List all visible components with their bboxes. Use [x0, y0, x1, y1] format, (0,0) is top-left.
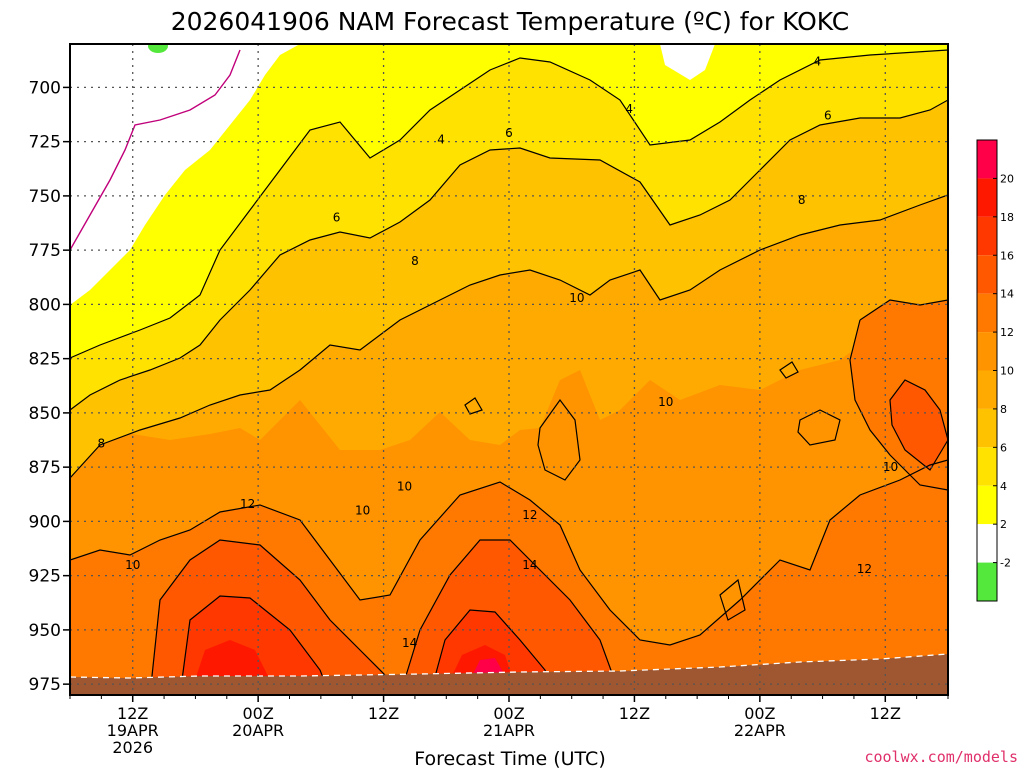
y-tick-label-875: 875 — [29, 458, 61, 478]
x-tick-label-5-0: 00Z — [744, 704, 775, 723]
y-tick-label-725: 725 — [29, 133, 61, 153]
contour-cell-e — [719, 578, 746, 621]
band-above-14-c — [890, 380, 948, 470]
x-tick-label-4-0: 12Z — [619, 704, 650, 723]
x-tick-label-5-1: 22APR — [734, 721, 786, 740]
contour-6 — [70, 99, 948, 411]
y-tick-label-800: 800 — [29, 295, 61, 315]
colorbar-swatch-12-14 — [977, 293, 997, 333]
colorbar-label-8: 4 — [1000, 480, 1007, 493]
contour-label-12: 10 — [569, 291, 584, 305]
colorbar-swatch--4--2 — [977, 562, 997, 601]
band-above-4 — [70, 44, 948, 358]
contour-label-17: 12 — [857, 562, 872, 576]
colorbar-swatch-18-20 — [977, 178, 997, 217]
x-tick-label-6-0: 12Z — [870, 704, 901, 723]
colorbar-swatch-2-4 — [977, 485, 997, 525]
x-tick-label-3-1: 21APR — [483, 721, 535, 740]
contour-label-3: 6 — [333, 211, 341, 225]
colorbar-label-9: 2 — [1000, 518, 1007, 531]
colorbar-swatch-14-16 — [977, 255, 997, 294]
y-axis: 700 725 750 775 800 825 850 875 900 925 950 975 — [29, 78, 70, 695]
x-tick-label-0-1: 19APR — [107, 721, 159, 740]
contour-label-16: 12 — [522, 508, 537, 522]
colorbar-swatch-6-8 — [977, 408, 997, 448]
contour-cell-c — [779, 361, 799, 379]
y-tick-label-825: 825 — [29, 350, 61, 370]
contour-cell-d — [464, 397, 483, 415]
contour-12-right — [849, 299, 948, 491]
contour-14-right — [889, 379, 948, 471]
x-axis-title: Forecast Time (UTC) — [414, 748, 605, 768]
contour-14-b — [429, 609, 556, 695]
credit-link[interactable]: coolwx.com/models — [864, 748, 1018, 766]
y-tick-label-850: 850 — [29, 404, 61, 424]
y-tick-label-950: 950 — [29, 621, 61, 641]
x-tick-label-0-0: 12Z — [117, 704, 148, 723]
contour-labels: 4 4 4 6 6 6 8 8 8 10 10 10 10 10 10 12 12 12 14 14 — [98, 54, 899, 650]
contour-label-8: 8 — [798, 193, 806, 207]
contour-label-13: 10 — [658, 395, 673, 409]
colorbar-label-4: 12 — [1000, 326, 1014, 339]
colorbar-label-2: 16 — [1000, 249, 1014, 262]
contour-label-10: 10 — [355, 504, 370, 518]
x-tick-label-3-0: 00Z — [493, 704, 524, 723]
colorbar-label-5: 10 — [1000, 365, 1014, 378]
band-white — [70, 44, 300, 305]
contour-4 — [70, 49, 948, 359]
temperature-field — [70, 44, 948, 695]
colorbar-swatch--2-2 — [977, 524, 997, 563]
colorbar-label-7: 6 — [1000, 441, 1007, 454]
colorbar: 20 18 16 14 12 10 8 6 4 2 -2 — [976, 139, 1014, 602]
colorbar-label-0: 20 — [1000, 172, 1014, 185]
y-tick-label-975: 975 — [29, 675, 61, 695]
contour-cell-b — [797, 409, 841, 446]
colorbar-swatch-20-22 — [977, 140, 997, 179]
band-white-right — [660, 44, 715, 80]
contour-label-7: 8 — [411, 254, 419, 268]
contour-label-0: 4 — [437, 132, 445, 146]
colorbar-label-6: 8 — [1000, 403, 1007, 416]
y-tick-label-750: 750 — [29, 187, 61, 207]
contour-8 — [70, 194, 948, 479]
contour-label-11: 10 — [397, 480, 412, 494]
contour-lines — [70, 49, 948, 695]
y-tick-label-925: 925 — [29, 567, 61, 587]
y-tick-label-900: 900 — [29, 512, 61, 532]
colorbar-swatch-4-6 — [977, 447, 997, 486]
contour-label-4: 6 — [505, 126, 513, 140]
contour-label-18: 14 — [522, 558, 537, 572]
x-tick-label-1-0: 00Z — [242, 704, 273, 723]
contour-12-b — [399, 539, 621, 695]
colorbar-swatch-10-12 — [977, 332, 997, 371]
y-tick-label-700: 700 — [29, 78, 61, 98]
colorbar-label-10: -2 — [1000, 557, 1011, 570]
contour-12-a — [149, 539, 401, 695]
contour-label-9: 10 — [125, 558, 140, 572]
contour-label-2: 4 — [814, 54, 822, 68]
x-tick-label-2-0: 12Z — [368, 704, 399, 723]
contour-minus2 — [70, 49, 241, 251]
contour-cell-a — [537, 398, 581, 481]
colorbar-swatch-16-18 — [977, 216, 997, 256]
colorbar-swatch-8-10 — [977, 370, 997, 409]
contour-label-19: 14 — [402, 636, 417, 650]
chart-title: 2026041906 NAM Forecast Temperature (ºC)… — [171, 7, 850, 36]
contour-label-6: 8 — [98, 436, 106, 450]
y-tick-label-775: 775 — [29, 241, 61, 261]
green-spot — [148, 44, 168, 53]
contour-label-15: 12 — [240, 497, 255, 511]
x-tick-label-0-2: 2026 — [112, 738, 153, 757]
contour-label-5: 6 — [824, 109, 832, 123]
contour-label-1: 4 — [625, 102, 633, 116]
contour-10 — [70, 459, 948, 646]
x-tick-label-1-1: 20APR — [232, 721, 284, 740]
contour-14-a — [179, 595, 331, 695]
colorbar-label-3: 14 — [1000, 288, 1014, 301]
contour-label-14: 10 — [883, 460, 898, 474]
colorbar-label-1: 18 — [1000, 211, 1014, 224]
